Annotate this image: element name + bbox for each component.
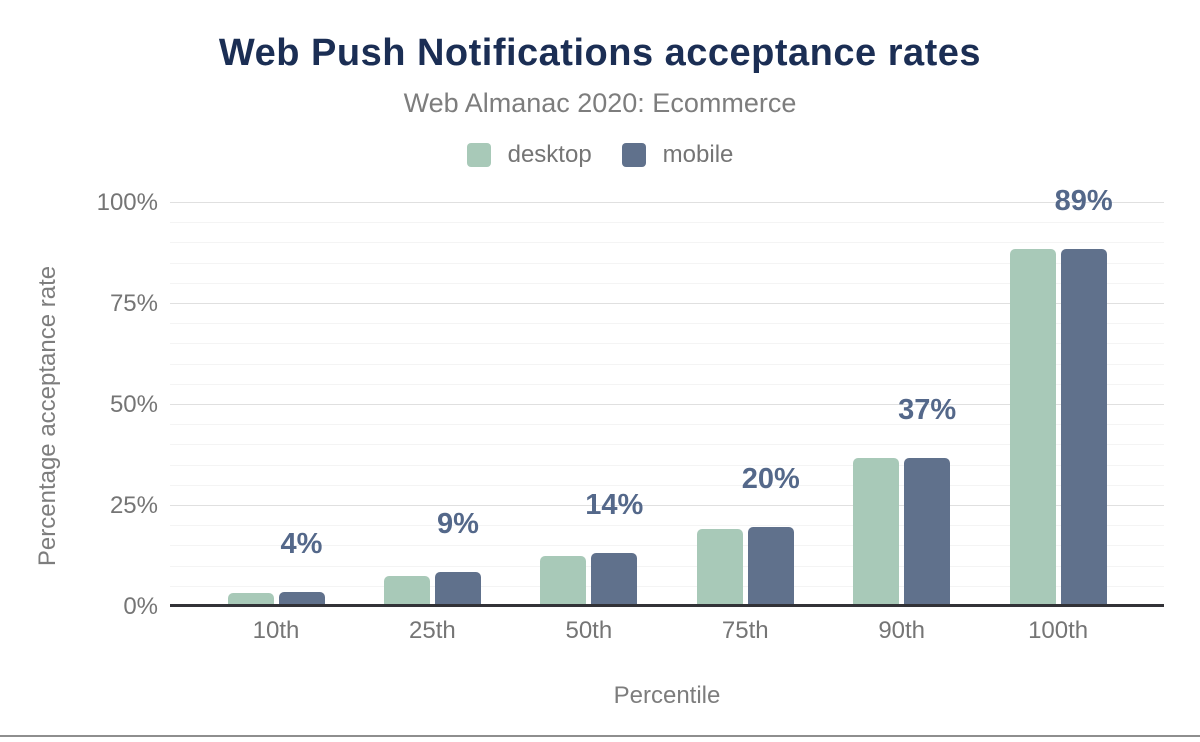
bar-group-75th: 20% bbox=[696, 203, 800, 607]
bar-group-10th: 4% bbox=[227, 203, 325, 607]
bar-desktop-100th bbox=[1009, 249, 1056, 607]
value-label-50th: 14% bbox=[585, 488, 644, 521]
bar-desktop-10th bbox=[227, 593, 274, 607]
bar-mobile-90th bbox=[904, 457, 951, 607]
bar-mobile-10th bbox=[278, 592, 325, 607]
value-label-90th: 37% bbox=[898, 393, 957, 426]
minor-gridline-80 bbox=[170, 282, 1164, 284]
bar-group-100th: 89% bbox=[1009, 187, 1113, 607]
legend-label: mobile bbox=[662, 141, 734, 168]
minor-gridline-40 bbox=[170, 444, 1164, 446]
bar-group-25th: 9% bbox=[383, 203, 481, 607]
legend: desktop mobile bbox=[0, 141, 1200, 169]
bar-desktop-75th bbox=[696, 529, 743, 607]
bar-mobile-50th bbox=[591, 552, 638, 607]
minor-gridline-90 bbox=[170, 242, 1164, 244]
minor-gridline-15 bbox=[170, 545, 1164, 547]
chart-title: Web Push Notifications acceptance rates bbox=[218, 32, 982, 74]
minor-gridline-85 bbox=[170, 262, 1164, 264]
minor-gridline-10 bbox=[170, 565, 1164, 567]
bar-desktop-25th bbox=[383, 575, 430, 607]
bar-desktop-50th bbox=[540, 556, 587, 607]
value-label-75th: 20% bbox=[741, 463, 800, 496]
y-tick-label-0%: 0% bbox=[123, 593, 158, 620]
minor-gridline-65 bbox=[170, 343, 1164, 345]
x-tick-label-50th: 50th bbox=[565, 617, 613, 644]
minor-gridline-60 bbox=[170, 363, 1164, 365]
bar-group-50th: 14% bbox=[540, 203, 643, 607]
chart-subtitle: Web Almanac 2020: Ecommerce bbox=[403, 88, 797, 118]
x-tick-label-100th: 100th bbox=[1028, 617, 1089, 644]
x-axis-line bbox=[170, 604, 1164, 607]
bar-group-90th: 37% bbox=[853, 203, 956, 607]
value-label-25th: 9% bbox=[436, 507, 479, 540]
y-tick-label-100%: 100% bbox=[96, 189, 158, 216]
minor-gridline-55 bbox=[170, 383, 1164, 385]
y-tick-label-75%: 75% bbox=[109, 290, 158, 317]
bar-mobile-25th bbox=[434, 571, 481, 607]
x-tick-label-25th: 25th bbox=[409, 617, 456, 644]
legend-item-desktop: desktop bbox=[466, 141, 592, 169]
bar-desktop-90th bbox=[853, 458, 900, 607]
legend-swatch-desktop bbox=[466, 143, 491, 167]
x-tick-label-10th: 10th bbox=[252, 617, 300, 644]
minor-gridline-95 bbox=[170, 222, 1164, 224]
legend-item-mobile: mobile bbox=[621, 141, 734, 169]
major-gridline-75 bbox=[170, 303, 1164, 304]
value-label-10th: 4% bbox=[280, 528, 323, 561]
minor-gridline-70 bbox=[170, 323, 1164, 325]
value-label-100th: 89% bbox=[1054, 185, 1113, 218]
x-tick-label-90th: 90th bbox=[878, 617, 926, 644]
plot-area: 0% 25% 50% 75% 100% 4% 9% 14% 20% 37% 89% bbox=[97, 187, 1164, 620]
major-gridline-25 bbox=[170, 505, 1164, 506]
x-tick-label-75th: 75th bbox=[721, 617, 769, 644]
bar-mobile-100th bbox=[1060, 249, 1107, 607]
legend-label: desktop bbox=[507, 141, 592, 168]
bottom-divider bbox=[0, 735, 1200, 737]
minor-gridline-45 bbox=[170, 424, 1164, 426]
y-tick-label-25%: 25% bbox=[109, 492, 158, 519]
major-gridline-100 bbox=[170, 202, 1164, 203]
minor-gridline-30 bbox=[170, 484, 1164, 486]
major-gridline-50 bbox=[170, 404, 1164, 405]
bar-mobile-75th bbox=[747, 527, 794, 607]
minor-gridline-5 bbox=[170, 585, 1164, 587]
minor-gridline-20 bbox=[170, 525, 1164, 527]
x-axis-title: Percentile bbox=[613, 682, 721, 709]
legend-swatch-mobile bbox=[621, 143, 646, 167]
y-tick-label-50%: 50% bbox=[109, 391, 158, 418]
minor-gridline-35 bbox=[170, 464, 1164, 466]
